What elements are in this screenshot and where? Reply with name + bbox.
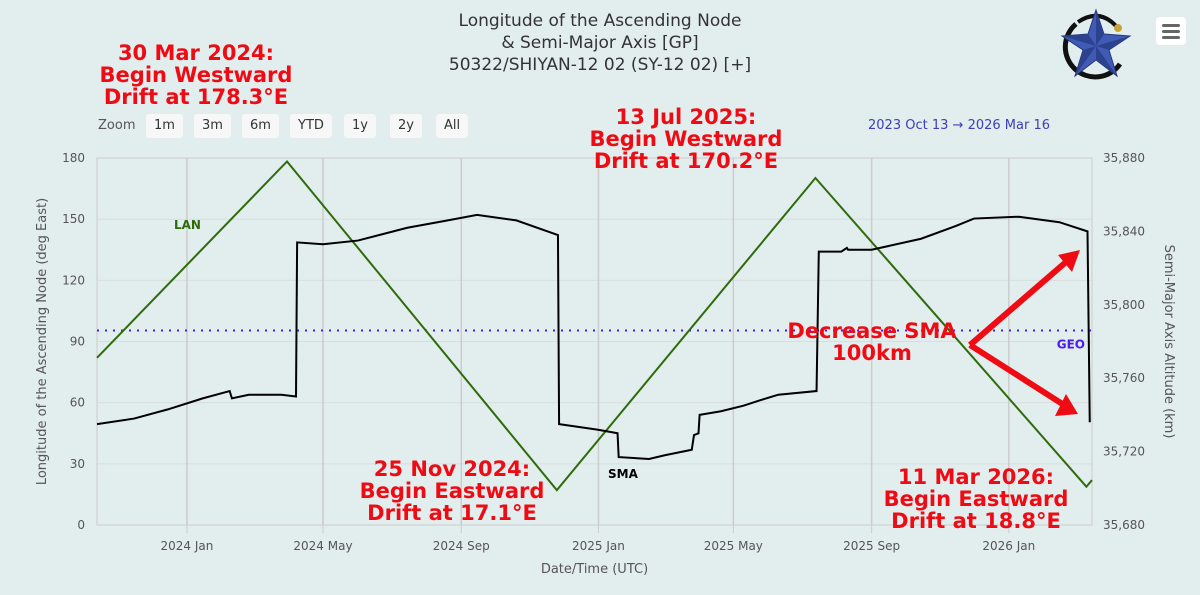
lan-label: LAN bbox=[174, 218, 201, 232]
anno-line: 13 Jul 2025: bbox=[615, 105, 757, 129]
chart-title: Longitude of the Ascending Node & Semi-M… bbox=[0, 10, 1200, 76]
annotation-eastward-2026: 11 Mar 2026: Begin Eastward Drift at 18.8°… bbox=[884, 466, 1069, 532]
anno-line: 100km bbox=[832, 341, 912, 365]
hamburger-icon bbox=[1162, 24, 1180, 27]
y-left-tick-label: 120 bbox=[62, 273, 85, 287]
y-right-tick-label: 35,840 bbox=[1103, 224, 1145, 238]
hamburger-icon-bar bbox=[1162, 30, 1180, 33]
annotation-westward-2024: 30 Mar 2024: Begin Westward Drift at 178.3… bbox=[100, 42, 293, 108]
anno-line: 30 Mar 2024: bbox=[117, 41, 275, 65]
zoom-1y-button[interactable]: 1y bbox=[344, 114, 376, 138]
anno-line: Drift at 170.2°E bbox=[593, 149, 779, 173]
y-left-tick-label: 90 bbox=[70, 335, 85, 349]
y-right-tick-label: 35,800 bbox=[1103, 298, 1145, 312]
zoom-3m-button[interactable]: 3m bbox=[194, 114, 231, 138]
anno-line: Begin Westward bbox=[589, 127, 783, 151]
anno-line: Drift at 18.8°E bbox=[891, 509, 1061, 533]
x-tick-label: 2024 Jan bbox=[161, 539, 214, 553]
plot-border bbox=[96, 157, 1093, 526]
date-range[interactable]: 2023 Oct 13 → 2026 Mar 16 bbox=[868, 118, 1050, 133]
geo-label: GEO bbox=[1057, 337, 1085, 351]
anno-line: Decrease SMA bbox=[787, 319, 957, 343]
x-axis-title: Date/Time (UTC) bbox=[541, 562, 648, 577]
x-tick-label: 2025 Jan bbox=[572, 539, 625, 553]
y-left-tick-label: 180 bbox=[62, 151, 85, 165]
y-right-tick-label: 35,760 bbox=[1103, 371, 1145, 385]
star-logo-icon bbox=[1060, 8, 1132, 80]
zoom-ytd-button[interactable]: YTD bbox=[290, 114, 332, 138]
anno-line: Begin Westward bbox=[99, 63, 293, 87]
sma-series-line bbox=[96, 213, 1091, 460]
annotation-westward-2025: 13 Jul 2025: Begin Westward Drift at 170.2… bbox=[590, 106, 783, 172]
zoom-6m-button[interactable]: 6m bbox=[242, 114, 279, 138]
y-left-tick-label: 0 bbox=[77, 518, 85, 532]
arrow-up-shaft bbox=[968, 259, 1068, 348]
y-right-tick-label: 35,880 bbox=[1103, 151, 1145, 165]
chart-menu-button[interactable] bbox=[1156, 17, 1186, 45]
zoom-1m-button[interactable]: 1m bbox=[146, 114, 183, 138]
title-line-2: & Semi-Major Axis [GP] bbox=[501, 33, 699, 53]
x-tick-label: 2024 Sep bbox=[433, 539, 490, 553]
sma-label: SMA bbox=[608, 467, 639, 481]
range-from[interactable]: 2023 Oct 13 bbox=[868, 118, 949, 133]
anno-line: Drift at 17.1°E bbox=[367, 501, 537, 525]
annotation-eastward-2024: 25 Nov 2024: Begin Eastward Drift at 17.1°… bbox=[360, 458, 545, 524]
title-line-1: Longitude of the Ascending Node bbox=[458, 11, 742, 31]
annotation-decrease-sma: Decrease SMA 100km bbox=[787, 320, 956, 364]
x-tick-label: 2026 Jan bbox=[982, 539, 1035, 553]
y-right-tick-label: 35,680 bbox=[1103, 518, 1145, 532]
arrow-down-head-icon bbox=[1055, 394, 1078, 416]
anno-line: Drift at 178.3°E bbox=[103, 85, 289, 109]
y-left-axis-title: Longitude of the Ascending Node (deg Eas… bbox=[35, 198, 50, 485]
x-tick-label: 2025 May bbox=[704, 539, 763, 553]
arrow-up-head-icon bbox=[1058, 250, 1080, 272]
anno-line: Begin Eastward bbox=[359, 479, 545, 503]
y-right-axis-title: Semi-Major Axis Altitude (km) bbox=[1161, 245, 1176, 439]
y-left-tick-label: 60 bbox=[70, 396, 85, 410]
lan-series-line bbox=[96, 159, 1093, 492]
range-arrow: → bbox=[952, 118, 964, 133]
range-to[interactable]: 2026 Mar 16 bbox=[967, 118, 1050, 133]
zoom-all-button[interactable]: All bbox=[436, 114, 469, 138]
x-tick-label: 2025 Sep bbox=[843, 539, 900, 553]
x-tick-label: 2024 May bbox=[293, 539, 352, 553]
zoom-2y-button[interactable]: 2y bbox=[390, 114, 422, 138]
title-line-3[interactable]: 50322/SHIYAN-12 02 (SY-12 02) [+] bbox=[448, 55, 752, 75]
anno-line: 11 Mar 2026: bbox=[897, 465, 1055, 489]
anno-line: 25 Nov 2024: bbox=[373, 457, 531, 481]
y-right-tick-label: 35,720 bbox=[1103, 445, 1145, 459]
anno-line: Begin Eastward bbox=[883, 487, 1069, 511]
y-left-tick-label: 150 bbox=[62, 212, 85, 226]
zoom-label: Zoom bbox=[98, 118, 136, 133]
y-left-tick-label: 30 bbox=[70, 457, 85, 471]
hamburger-icon-bar bbox=[1162, 36, 1180, 39]
arrow-down-shaft bbox=[968, 342, 1066, 408]
